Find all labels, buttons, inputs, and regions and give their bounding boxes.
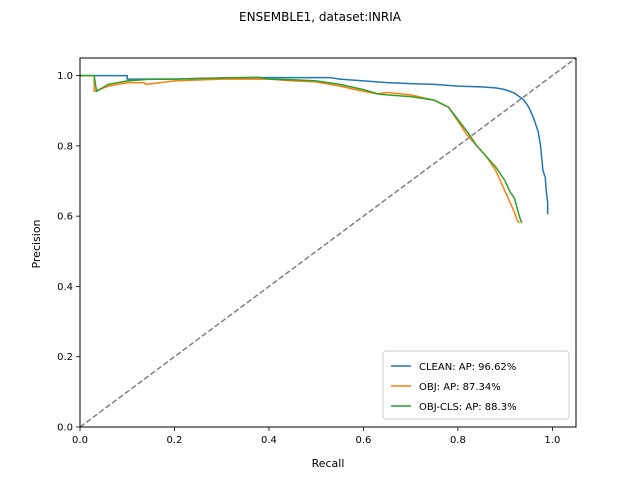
legend-entry-clean: CLEAN: AP: 96.62% [391, 362, 516, 373]
legend: CLEAN: AP: 96.62% OBJ: AP: 87.34% OBJ-CL… [382, 350, 570, 420]
x-tick-label: 0.4 [261, 435, 277, 446]
chance-diagonal-line [80, 58, 576, 427]
legend-entry-obj-cls: OBJ-CLS: AP: 88.3% [391, 402, 517, 413]
chart-title: ENSEMBLE1, dataset:INRIA [239, 10, 402, 24]
y-tick-label: 0.0 [57, 423, 73, 434]
legend-label: OBJ-CLS: AP: 88.3% [419, 402, 517, 413]
axes-frame [79, 57, 577, 428]
legend-entry-obj: OBJ: AP: 87.34% [391, 382, 501, 393]
x-tick-label: 0.0 [72, 435, 88, 446]
y-tick-label: 0.2 [57, 352, 73, 363]
series-layer [80, 74, 549, 224]
legend-box [382, 350, 570, 420]
x-axis-ticks: 0.0 0.2 0.4 0.6 0.8 1.0 [72, 427, 560, 446]
y-axis-label: Precision [30, 219, 43, 268]
y-tick-label: 1.0 [57, 71, 73, 82]
legend-label: CLEAN: AP: 96.62% [419, 362, 516, 373]
x-axis-label: Recall [312, 457, 345, 470]
x-tick-label: 1.0 [544, 435, 560, 446]
x-tick-label: 0.6 [355, 435, 371, 446]
series-line-obj-cls [80, 74, 523, 224]
y-tick-label: 0.6 [57, 212, 73, 223]
reference-layer [80, 58, 576, 427]
series-line-obj [80, 74, 520, 224]
x-tick-label: 0.2 [167, 435, 183, 446]
y-tick-label: 0.8 [57, 141, 73, 152]
y-tick-label: 0.4 [57, 282, 73, 293]
legend-label: OBJ: AP: 87.34% [419, 382, 501, 393]
y-axis-ticks: 0.0 0.2 0.4 0.6 0.8 1.0 [57, 71, 80, 434]
x-tick-label: 0.8 [450, 435, 466, 446]
